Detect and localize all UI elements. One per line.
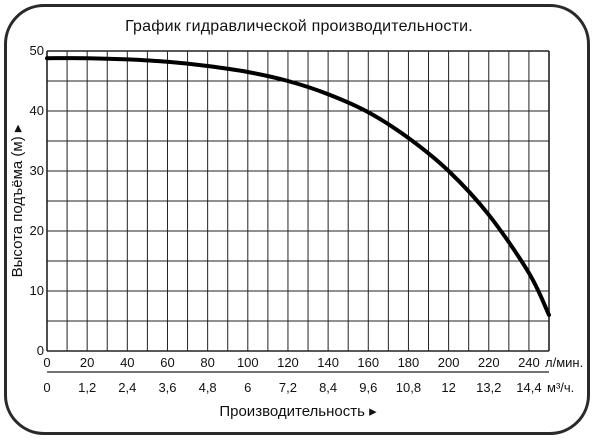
- x-unit-primary: л/мин.: [545, 355, 583, 370]
- chart-frame: [4, 4, 590, 435]
- x-tick-label-primary: 220: [478, 355, 500, 370]
- x-tick-label-primary: 60: [160, 355, 174, 370]
- x-tick-label-primary: 140: [317, 355, 339, 370]
- x-tick-label-secondary: 10,8: [396, 380, 421, 395]
- series-line: [45, 56, 551, 317]
- x-unit-secondary: м³/ч.: [547, 380, 574, 395]
- y-tick-label: 40: [30, 103, 44, 118]
- x-tick-label-primary: 120: [277, 355, 299, 370]
- x-tick-label-primary: 100: [237, 355, 259, 370]
- x-tick-label-secondary: 0: [43, 380, 50, 395]
- y-tick-label: 10: [30, 283, 44, 298]
- x-tick-label-secondary: 7,2: [279, 380, 297, 395]
- y-tick-label: 0: [37, 343, 44, 358]
- x-tick-label-primary: 20: [80, 355, 94, 370]
- x-tick-label-primary: 160: [357, 355, 379, 370]
- x-tick-label-secondary: 6: [244, 380, 251, 395]
- y-axis-label: Высота подъёма (м) ▸: [9, 124, 26, 277]
- x-tick-label-primary: 40: [120, 355, 134, 370]
- x-tick-label-secondary: 9,6: [359, 380, 377, 395]
- chart-grid: [46, 50, 550, 373]
- x-tick-label-secondary: 4,8: [199, 380, 217, 395]
- x-tick-label-secondary: 13,2: [476, 380, 501, 395]
- series-group: [45, 56, 551, 317]
- x-tick-label-secondary: 12: [441, 380, 455, 395]
- x-tick-label-primary: 240: [518, 355, 540, 370]
- y-tick-label: 50: [30, 43, 44, 58]
- x-tick-labels-primary: 0 20 40 60 80 100 120 140 160 180 200 220 240: [43, 355, 539, 370]
- x-tick-label-primary: 80: [200, 355, 214, 370]
- x-tick-label-secondary: 2,4: [118, 380, 136, 395]
- x-tick-label-secondary: 14,4: [516, 380, 541, 395]
- x-tick-label-primary: 180: [398, 355, 420, 370]
- x-tick-label-secondary: 8,4: [319, 380, 337, 395]
- chart-title: График гидравлической производительности…: [125, 18, 473, 35]
- x-tick-label-primary: 0: [43, 355, 50, 370]
- y-tick-label: 30: [30, 163, 44, 178]
- x-tick-label-secondary: 1,2: [78, 380, 96, 395]
- x-axis-label: Производительность ▸: [219, 403, 377, 420]
- y-tick-labels: 0 10 20 30 40 50: [30, 43, 44, 358]
- y-tick-label: 20: [30, 223, 44, 238]
- x-tick-label-primary: 200: [438, 355, 460, 370]
- x-tick-label-secondary: 3,6: [158, 380, 176, 395]
- x-tick-labels-secondary: 0 1,2 2,4 3,6 4,8 6 7,2 8,4 9,6 10,8 12 13,2 14,4: [43, 380, 541, 395]
